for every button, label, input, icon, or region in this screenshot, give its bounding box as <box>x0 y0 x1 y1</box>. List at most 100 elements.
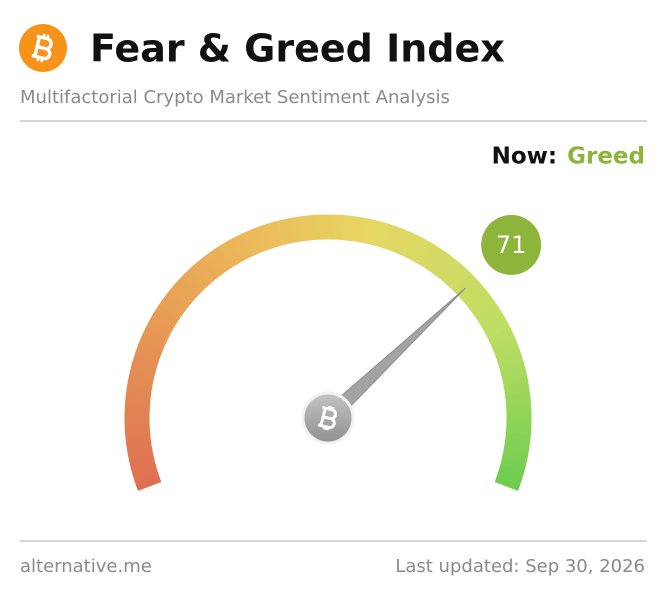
arc-segment <box>360 217 371 244</box>
arc-segment <box>407 236 425 261</box>
arc-segment <box>128 371 155 383</box>
arc-segment <box>504 437 531 446</box>
arc-segment <box>439 258 460 282</box>
arc-segment <box>126 445 153 456</box>
arc-segment <box>399 231 416 257</box>
arc-segment <box>307 215 315 241</box>
last-updated: Last updated: Sep 30, 2026 <box>395 556 645 577</box>
arc-segment <box>135 476 162 491</box>
arc-segment <box>497 468 524 482</box>
arc-segment <box>471 296 495 316</box>
arc-segment <box>236 233 253 259</box>
arc-segment <box>181 272 204 294</box>
now-label: Now: <box>492 144 558 170</box>
arc-segment <box>350 216 361 242</box>
arc-segment <box>500 459 526 472</box>
arc-segment <box>145 322 171 339</box>
gauge-arc <box>124 214 532 491</box>
arc-segment <box>473 300 498 320</box>
arc-segment <box>495 473 522 487</box>
arc-segment <box>155 304 181 323</box>
classification: Greed <box>567 144 645 170</box>
arc-segment <box>431 252 452 276</box>
arc-segment <box>501 372 528 383</box>
arc-segment <box>126 441 152 451</box>
arc-segment <box>265 222 279 249</box>
arc-segment <box>489 332 516 348</box>
arc-segment <box>276 219 288 246</box>
arc-segment <box>260 223 275 250</box>
arc-segment <box>498 356 524 370</box>
arc-segment <box>232 235 249 261</box>
arc-segment <box>468 292 492 312</box>
arc-segment <box>174 279 198 301</box>
arc-segment <box>427 249 447 274</box>
source: alternative.me <box>20 556 152 577</box>
arc-segment <box>141 331 167 348</box>
arc-segment <box>132 356 158 369</box>
arc-segment <box>493 342 519 357</box>
value-label: 71 <box>496 231 527 259</box>
arc-segment <box>503 382 530 393</box>
arc-segment <box>201 255 222 279</box>
arc-segment <box>483 318 509 336</box>
value-badge <box>481 214 542 275</box>
arc-segment <box>446 265 468 288</box>
arc-segment <box>205 251 225 276</box>
arc-segment <box>502 450 529 462</box>
arc-segment <box>465 288 489 309</box>
arc-segment <box>502 377 529 388</box>
arc-segment <box>296 216 306 242</box>
arc-segment <box>499 361 526 374</box>
arc-segment <box>189 264 211 288</box>
arc-segment <box>462 284 486 305</box>
arc-segment <box>355 216 366 243</box>
arc-segment <box>127 376 154 387</box>
arc-segment <box>193 261 214 285</box>
arc-segment <box>496 351 523 366</box>
logo <box>19 24 67 72</box>
arc-segment <box>346 215 355 242</box>
arc-segment <box>126 381 153 392</box>
arc-segment <box>153 308 178 327</box>
arc-segment <box>126 386 152 396</box>
arc-segment <box>494 477 520 491</box>
arc-segment <box>130 361 157 374</box>
arc-segment <box>505 392 531 402</box>
arc-segment <box>251 227 266 253</box>
arc-segment <box>481 313 506 332</box>
arc-segment <box>222 240 241 266</box>
arc-segment <box>341 215 350 241</box>
arc-segment <box>452 272 475 295</box>
arc-segment <box>498 464 525 477</box>
arc-segment <box>478 309 504 328</box>
arc-segment <box>131 463 157 477</box>
arc-segment <box>128 454 155 466</box>
hub-icon-glyph <box>317 405 337 431</box>
arc-segment <box>476 304 501 324</box>
arc-segment <box>286 217 297 244</box>
arc-segment <box>137 341 163 356</box>
arc-segment <box>133 351 160 365</box>
arc-segment <box>214 246 233 271</box>
arc-segment <box>125 436 152 446</box>
arc-segment <box>227 238 245 263</box>
arc-segment <box>209 248 229 273</box>
arc-segment <box>416 241 434 266</box>
arc-segment <box>505 432 531 441</box>
arc-segment <box>391 227 406 254</box>
arc-segment <box>178 275 201 298</box>
arc-segment <box>241 231 257 257</box>
arc-segment <box>281 218 293 245</box>
arc-segment <box>134 472 160 486</box>
arc-segment <box>504 441 530 452</box>
arc-segment <box>501 455 527 467</box>
arc-segment <box>171 283 195 305</box>
arc-segment <box>504 387 531 397</box>
arc-segment <box>485 322 511 340</box>
arc-segment <box>161 295 186 316</box>
arc-segment <box>135 346 161 361</box>
arc-segment <box>270 221 284 247</box>
arc-segment <box>386 225 401 252</box>
